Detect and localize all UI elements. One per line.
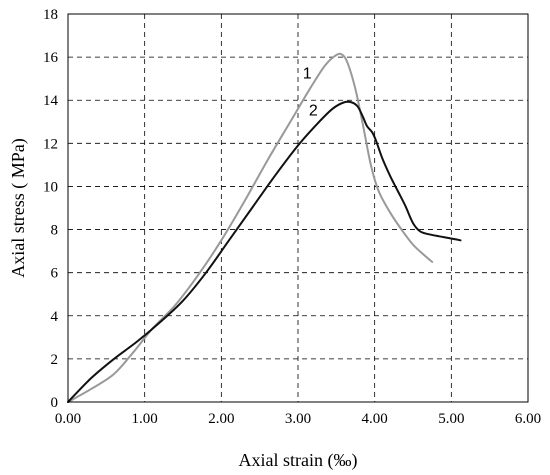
x-tick-label: 0.00: [55, 411, 81, 427]
x-tick-label: 1.00: [132, 411, 158, 427]
x-axis-title: Axial strain (‰): [239, 450, 358, 471]
plot-frame: [67, 13, 529, 403]
x-tick-label: 6.00: [515, 411, 541, 427]
x-tick-label: 5.00: [438, 411, 464, 427]
series-layer: [67, 52, 462, 403]
y-axis-title: Axial stress ( MPa): [8, 138, 29, 277]
x-tick-label: 4.00: [362, 411, 388, 427]
y-tick-label: 18: [43, 7, 58, 23]
y-tick-label: 10: [43, 179, 58, 195]
series-line-1: [67, 52, 434, 403]
annotation-layer: 12: [303, 66, 318, 120]
y-tick-label: 16: [43, 50, 59, 66]
y-tick-label: 8: [51, 223, 59, 239]
y-tick-label: 2: [51, 352, 59, 368]
y-tick-label: 6: [51, 266, 59, 282]
y-tick-label: 14: [43, 93, 59, 109]
series-annotation-1: 1: [303, 66, 312, 83]
y-tick-label: 12: [43, 136, 58, 152]
tick-layer: 0.00 1.00 2.00 3.00 4.00 5.00 6.00024681012141…: [43, 7, 541, 427]
x-tick-label: 3.00: [285, 411, 311, 427]
y-tick-label: 0: [51, 395, 59, 411]
series-line-2: [67, 100, 462, 403]
y-tick-label: 4: [51, 309, 59, 325]
series-annotation-2: 2: [309, 102, 318, 119]
grid-layer: [68, 14, 528, 402]
x-tick-label: 2.00: [208, 411, 234, 427]
